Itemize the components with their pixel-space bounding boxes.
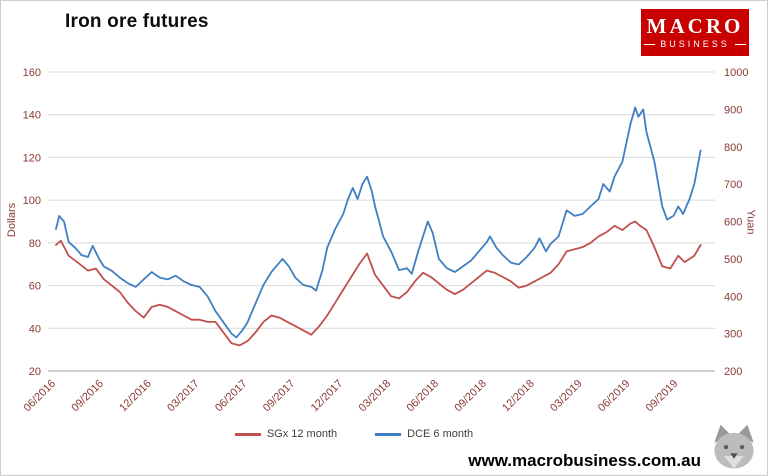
y-right-tick-label: 400 (724, 291, 742, 303)
x-tick-label: 03/2019 (548, 378, 585, 415)
y-right-tick-label: 600 (724, 217, 742, 229)
y-left-tick-label: 160 (23, 67, 41, 79)
y-right-tick-label: 900 (724, 104, 742, 116)
y-right-tick-label: 1000 (724, 67, 748, 79)
y-right-tick-label: 500 (724, 254, 742, 266)
x-tick-label: 06/2017 (213, 378, 250, 415)
y-left-tick-label: 20 (29, 366, 41, 378)
x-tick-label: 03/2018 (357, 378, 394, 415)
wolf-muzzle (724, 456, 744, 469)
logo-text-macro: MACRO (646, 14, 744, 38)
wolf-face (714, 432, 754, 469)
y-left-tick-label: 40 (29, 323, 41, 335)
logo-text-business: BUSINESS (660, 39, 730, 49)
y-left-tick-label: 60 (29, 281, 41, 293)
chart-title: Iron ore futures (65, 11, 209, 32)
legend-swatch-dce (375, 432, 402, 436)
y-right-tick-label: 800 (724, 142, 742, 154)
y-left-tick-label: 80 (29, 238, 41, 250)
x-tick-label: 12/2017 (309, 378, 346, 415)
x-tick-label: 06/2019 (596, 378, 633, 415)
legend-item-dce: DCE 6 month (375, 428, 473, 440)
macrobusiness-logo: MACRO BUSINESS (641, 9, 749, 56)
wolf-nose (730, 453, 738, 459)
y-left-tick-label: 120 (23, 152, 41, 164)
legend-label-dce: DCE 6 month (407, 428, 474, 440)
y-axis-title-left: Dollars (6, 202, 19, 238)
legend-label-sgx: SGx 12 month (266, 428, 338, 440)
chart-legend: SGx 12 month DCE 6 month (1, 428, 707, 440)
x-tick-label: 09/2017 (261, 378, 298, 415)
wolf-eye-right (739, 444, 745, 450)
logo-text-business-row: BUSINESS (644, 40, 746, 49)
legend-item-sgx: SGx 12 month (234, 428, 338, 440)
logo-rule-right (734, 44, 746, 45)
y-right-tick-label: 700 (724, 179, 742, 191)
y-right-tick-label: 300 (724, 329, 742, 341)
wolf-logo (714, 424, 754, 469)
logo-rule-left (644, 44, 656, 45)
x-tick-label: 06/2018 (404, 378, 441, 415)
x-tick-label: 03/2017 (165, 378, 202, 415)
y-left-tick-label: 100 (23, 195, 41, 207)
wolf-ear-right (736, 424, 754, 443)
x-tick-label: 09/2016 (69, 378, 106, 415)
y-axis-title-right: Yuan (744, 209, 757, 235)
x-tick-label: 09/2018 (452, 378, 489, 415)
y-right-tick-label: 200 (724, 366, 742, 378)
series-line-dce (55, 106, 702, 339)
legend-swatch-sgx (234, 432, 261, 436)
wolf-ear-left (714, 424, 732, 443)
x-tick-label: 06/2016 (21, 378, 58, 415)
x-tick-label: 12/2018 (500, 378, 537, 415)
series-line-sgx (55, 220, 702, 347)
y-left-tick-label: 140 (23, 110, 41, 122)
website-url: www.macrobusiness.com.au (468, 451, 701, 470)
wolf-eye-left (723, 444, 729, 450)
x-tick-label: 09/2019 (644, 378, 681, 415)
x-tick-label: 12/2016 (117, 378, 154, 415)
